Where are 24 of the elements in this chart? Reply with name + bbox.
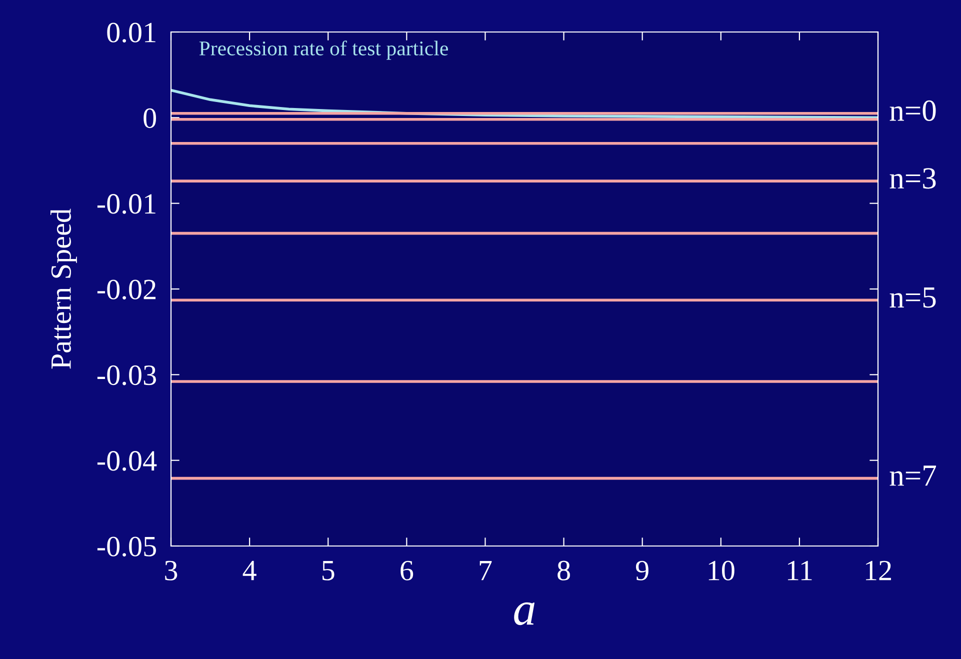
- y-tick-label: -0.04: [97, 451, 157, 471]
- x-tick-label: 8: [558, 560, 570, 580]
- x-tick-label: 9: [636, 560, 648, 580]
- y-tick-label: 0.01: [107, 22, 156, 43]
- x-tick-label: 11: [788, 560, 812, 580]
- x-axis-title: a: [514, 602, 535, 626]
- x-tick-label: 3: [165, 560, 178, 580]
- x-tick-label: 12: [866, 560, 891, 580]
- series-label: n=7: [890, 466, 936, 486]
- y-tick-label: 0: [144, 108, 156, 128]
- x-tick-label: 5: [322, 561, 334, 580]
- x-tick-label: 10: [708, 560, 734, 580]
- series-label: n=0: [890, 100, 936, 122]
- x-tick-label: 4: [242, 560, 256, 580]
- series-label: Precession rate of test particle: [199, 40, 448, 60]
- series-label: n=3: [890, 168, 936, 189]
- y-tick-label: -0.01: [97, 194, 156, 214]
- y-tick-label: -0.02: [97, 280, 156, 300]
- y-tick-label: -0.03: [97, 365, 156, 386]
- x-tick-label: 7: [480, 561, 492, 580]
- series-label: n=5: [890, 287, 936, 308]
- y-axis-title: Pattern Speed: [50, 208, 77, 369]
- x-tick-label: 6: [400, 560, 414, 580]
- y-tick-label: -0.05: [97, 536, 156, 557]
